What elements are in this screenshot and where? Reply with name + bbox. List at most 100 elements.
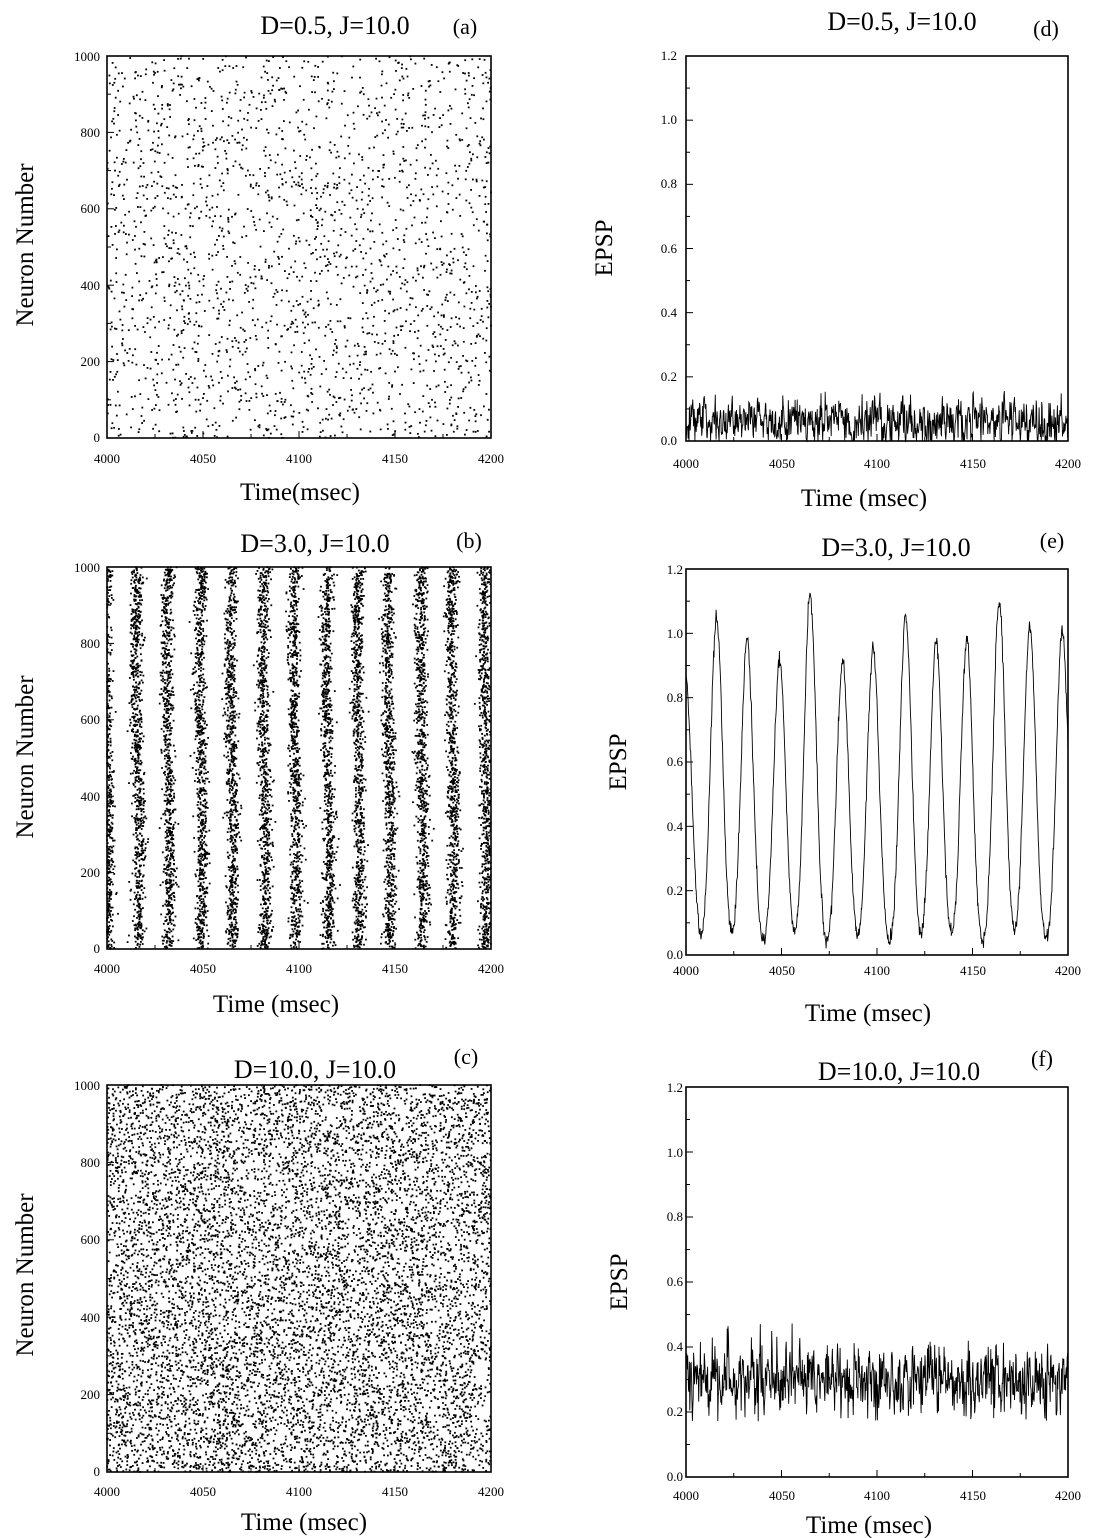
spike-dot xyxy=(163,69,166,72)
spike-dot xyxy=(312,252,314,254)
spike-dot xyxy=(111,837,114,840)
spike-dot xyxy=(163,657,166,660)
spike-dot xyxy=(379,260,382,263)
spike-dot xyxy=(327,323,330,326)
spike-dot xyxy=(297,304,300,306)
spike-dot xyxy=(160,122,163,125)
spike-dot xyxy=(427,126,430,128)
panel-a-ytick-label: 400 xyxy=(81,278,101,293)
spike-dot xyxy=(204,850,207,852)
spike-dot xyxy=(139,647,142,650)
spike-dot xyxy=(227,374,229,377)
spike-dot xyxy=(142,822,145,824)
spike-dot xyxy=(109,721,112,723)
spike-dot xyxy=(152,316,155,318)
spike-dot xyxy=(199,864,202,866)
spike-dot xyxy=(200,762,203,765)
spike-dot xyxy=(392,247,395,250)
spike-dot xyxy=(426,238,429,241)
spike-dot xyxy=(115,328,118,330)
spike-dot xyxy=(358,416,361,419)
spike-dot xyxy=(163,823,166,826)
spike-dot xyxy=(204,747,207,749)
spike-dot xyxy=(157,95,159,97)
spike-dot xyxy=(386,423,389,426)
spike-dot xyxy=(109,678,112,681)
spike-dot xyxy=(250,91,253,94)
spike-dot xyxy=(196,691,199,694)
spike-dot xyxy=(291,320,294,323)
spike-dot xyxy=(166,903,169,906)
spike-dot xyxy=(405,308,408,311)
spike-dot xyxy=(201,598,203,600)
spike-dot xyxy=(453,419,456,421)
spike-dot xyxy=(267,329,269,332)
spike-dot xyxy=(202,842,204,845)
spike-dot xyxy=(115,373,117,376)
spike-dot xyxy=(109,740,112,743)
spike-dot xyxy=(118,183,121,186)
spike-dot xyxy=(197,880,200,883)
spike-dot xyxy=(111,759,114,762)
spike-dot xyxy=(298,130,300,133)
spike-dot xyxy=(385,82,388,85)
spike-dot xyxy=(196,78,199,80)
spike-dot xyxy=(181,290,184,292)
spike-dot xyxy=(427,294,429,296)
spike-dot xyxy=(176,393,179,396)
spike-dot xyxy=(440,261,443,263)
spike-dot xyxy=(164,743,167,746)
spike-dot xyxy=(109,836,112,839)
spike-dot xyxy=(168,772,171,775)
spike-dot xyxy=(139,910,142,913)
spike-dot xyxy=(187,166,189,168)
spike-dot xyxy=(140,858,143,861)
spike-dot xyxy=(167,854,169,857)
spike-dot xyxy=(482,320,484,323)
spike-dot xyxy=(482,107,484,110)
spike-dot xyxy=(132,95,135,98)
spike-dot xyxy=(166,829,168,832)
spike-dot xyxy=(179,83,182,86)
spike-dot xyxy=(364,268,367,271)
spike-dot xyxy=(458,365,461,368)
spike-dot xyxy=(211,194,214,197)
spike-dot xyxy=(177,58,179,60)
spike-dot xyxy=(204,761,207,764)
spike-dot xyxy=(108,830,110,833)
spike-dot xyxy=(455,361,458,363)
spike-dot xyxy=(466,166,469,168)
spike-dot xyxy=(384,129,386,132)
spike-dot xyxy=(414,194,417,197)
spike-dot xyxy=(487,81,489,84)
spike-dot xyxy=(372,169,374,172)
spike-dot xyxy=(143,639,146,642)
spike-dot xyxy=(199,177,202,180)
spike-dot xyxy=(262,361,265,364)
spike-dot xyxy=(121,324,124,326)
spike-dot xyxy=(449,264,451,266)
spike-dot xyxy=(201,834,204,837)
spike-dot xyxy=(485,211,487,213)
spike-dot xyxy=(137,615,139,617)
spike-dot xyxy=(206,399,209,402)
spike-dot xyxy=(168,283,171,286)
spike-dot xyxy=(164,741,167,743)
spike-dot xyxy=(109,744,112,747)
panel-a-xtick-label: 4150 xyxy=(382,451,408,466)
spike-dot xyxy=(183,315,186,318)
spike-dot xyxy=(462,72,464,74)
spike-dot xyxy=(139,897,141,899)
spike-dot xyxy=(278,127,281,130)
spike-dot xyxy=(292,322,295,325)
spike-dot xyxy=(234,92,237,95)
spike-dot xyxy=(166,649,169,651)
spike-dot xyxy=(219,399,222,402)
spike-dot xyxy=(276,400,279,402)
panel-b-title: D=3.0, J=10.0 xyxy=(240,529,389,558)
spike-dot xyxy=(139,75,142,77)
spike-dot xyxy=(107,902,110,905)
spike-dot xyxy=(335,401,338,403)
spike-dot xyxy=(234,88,237,91)
spike-dot xyxy=(135,832,137,834)
